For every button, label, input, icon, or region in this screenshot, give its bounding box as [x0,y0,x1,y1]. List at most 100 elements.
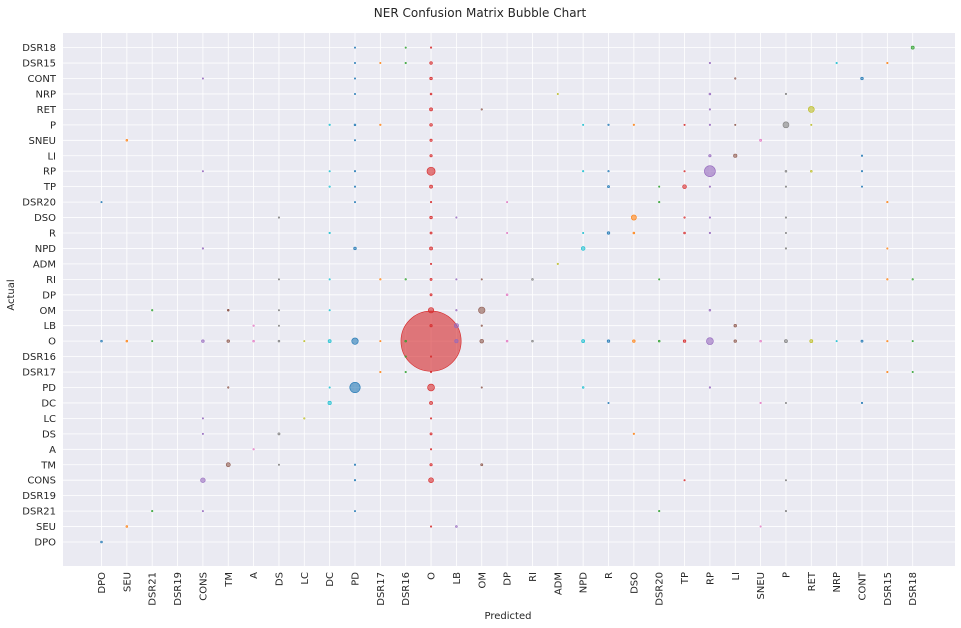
bubble-r-p [784,232,787,235]
y-tick-label-cont: CONT [28,74,57,85]
bubble-p-tp [683,123,686,126]
bubble-pd-npd [581,386,585,389]
bubble-om-ds [277,309,280,312]
bubble-r-rp [708,231,711,235]
bubble-ri-dc [328,278,331,281]
bubble-rp-cons [201,170,204,173]
grid-layer [63,33,955,566]
bubble-rp-ret [810,169,813,173]
bubble-nrp-pd [353,92,356,95]
bubble-cont-o [429,76,433,81]
bubble-o-a [252,339,255,343]
x-tick-labels: DPO SEU DSR21 DSR19 CONS TM A DS LC DC PD DSR17 DSR1… [97,571,919,606]
bubble-dsr21-pd [353,510,356,513]
bubble-npd-p [784,247,788,250]
bubble-o-seu [125,339,129,343]
bubble-dso-p [784,216,788,219]
bubble-ri-dsr17 [379,278,382,281]
bubble-dsr16-dsr16 [404,355,407,358]
bubble-pd-o [427,383,435,392]
bubble-lb-o [429,324,433,328]
x-tick-label-r: R [604,572,615,579]
bubble-tp-cont [860,185,863,188]
bubble-o-dsr17 [379,340,382,343]
bubble-ret-ret [807,106,815,113]
x-tick-label-npd: NPD [579,572,590,594]
y-tick-label-ri: RI [46,275,56,286]
bubble-dpo-dpo [100,540,103,544]
bubble-dc-r [607,401,610,404]
bubble-o-dsr20 [657,339,661,343]
bubble-r-tp [683,231,686,235]
bubble-dsr20-pd [353,201,356,204]
bubble-cons-tp [683,479,686,482]
y-tick-label-dsr15: DSR15 [22,59,56,70]
bubble-ri-om [480,278,483,281]
bubble-li-cont [860,154,864,157]
bubble-li-rp [708,154,712,158]
y-tick-label-ret: RET [37,105,57,116]
bubble-om-dc [328,309,331,312]
bubble-om-rp [708,308,712,312]
x-tick-label-dsr20: DSR20 [655,572,666,606]
bubble-p-r [607,123,610,126]
bubble-cons-cons [200,477,206,483]
bubble-tp-rp [708,185,711,188]
bubble-rp-p [784,169,788,173]
bubble-o-lb [454,339,459,344]
bubble-ret-o [429,107,433,112]
bubble-pd-tm [227,386,230,389]
x-tick-label-tp: TP [680,572,691,585]
bubble-dsr20-dsr15 [886,201,889,204]
bubble-dso-tp [683,216,686,219]
bubble-o-rp [706,337,714,345]
bubble-ds-ds [277,432,281,436]
y-axis-label: Actual [6,279,17,310]
x-tick-label-dp: DP [503,572,514,586]
bubble-dsr21-dsr21 [151,510,154,513]
bubble-o-tp [682,339,687,343]
x-axis-label: Predicted [485,611,532,622]
bubble-p-dsr17 [379,123,382,126]
plot-area [63,33,955,566]
bubble-cons-pd [353,479,357,482]
y-tick-label-ds: DS [42,429,56,440]
x-tick-label-dso: DSO [629,572,640,594]
x-tick-label-dsr21: DSR21 [148,572,159,606]
bubble-a-a [252,448,255,451]
y-tick-label-dp: DP [42,290,56,301]
bubble-seu-o [429,525,433,528]
y-tick-label-adm: ADM [33,259,56,270]
bubble-dsr17-dsr17 [379,370,382,374]
bubble-cont-li [734,77,737,80]
x-tick-label-dc: DC [325,572,336,587]
y-tick-label-pd: PD [42,383,56,394]
bubble-o-r [606,339,611,343]
bubble-adm-adm [556,262,559,265]
bubble-ri-o [429,277,433,281]
y-tick-label-dsr21: DSR21 [22,507,56,518]
bubble-pd-pd [349,381,361,394]
bubble-npd-dsr15 [886,247,889,250]
bubble-dsr20-dsr20 [658,201,661,204]
x-tick-label-a: A [249,572,260,579]
bubble-lc-lc [303,417,306,420]
bubble-dsr17-dsr16 [404,370,407,374]
bubble-o-ret [809,339,814,344]
x-tick-label-adm: ADM [553,572,564,595]
bubble-dsr18-dsr18 [910,45,915,50]
bubble-lc-o [429,417,433,420]
y-tick-labels: DPOSEUDSR21DSR19CONSTMADSLCDCPDDSR17DSR1… [22,43,57,548]
bubble-dc-o [429,401,433,405]
bubble-dc-p [784,401,787,404]
bubble-dsr15-rp [708,61,711,65]
bubble-nrp-p [784,92,788,96]
bubble-tm-ds [277,463,280,466]
bubble-cont-cont [860,76,864,81]
bubble-ds-cons [201,432,204,435]
bubble-dso-rp [708,216,711,219]
bubble-p-ret [810,123,813,126]
bubble-o-npd [581,339,586,344]
bubble-p-dso [632,123,635,126]
bubble-dsr20-dpo [100,201,103,204]
